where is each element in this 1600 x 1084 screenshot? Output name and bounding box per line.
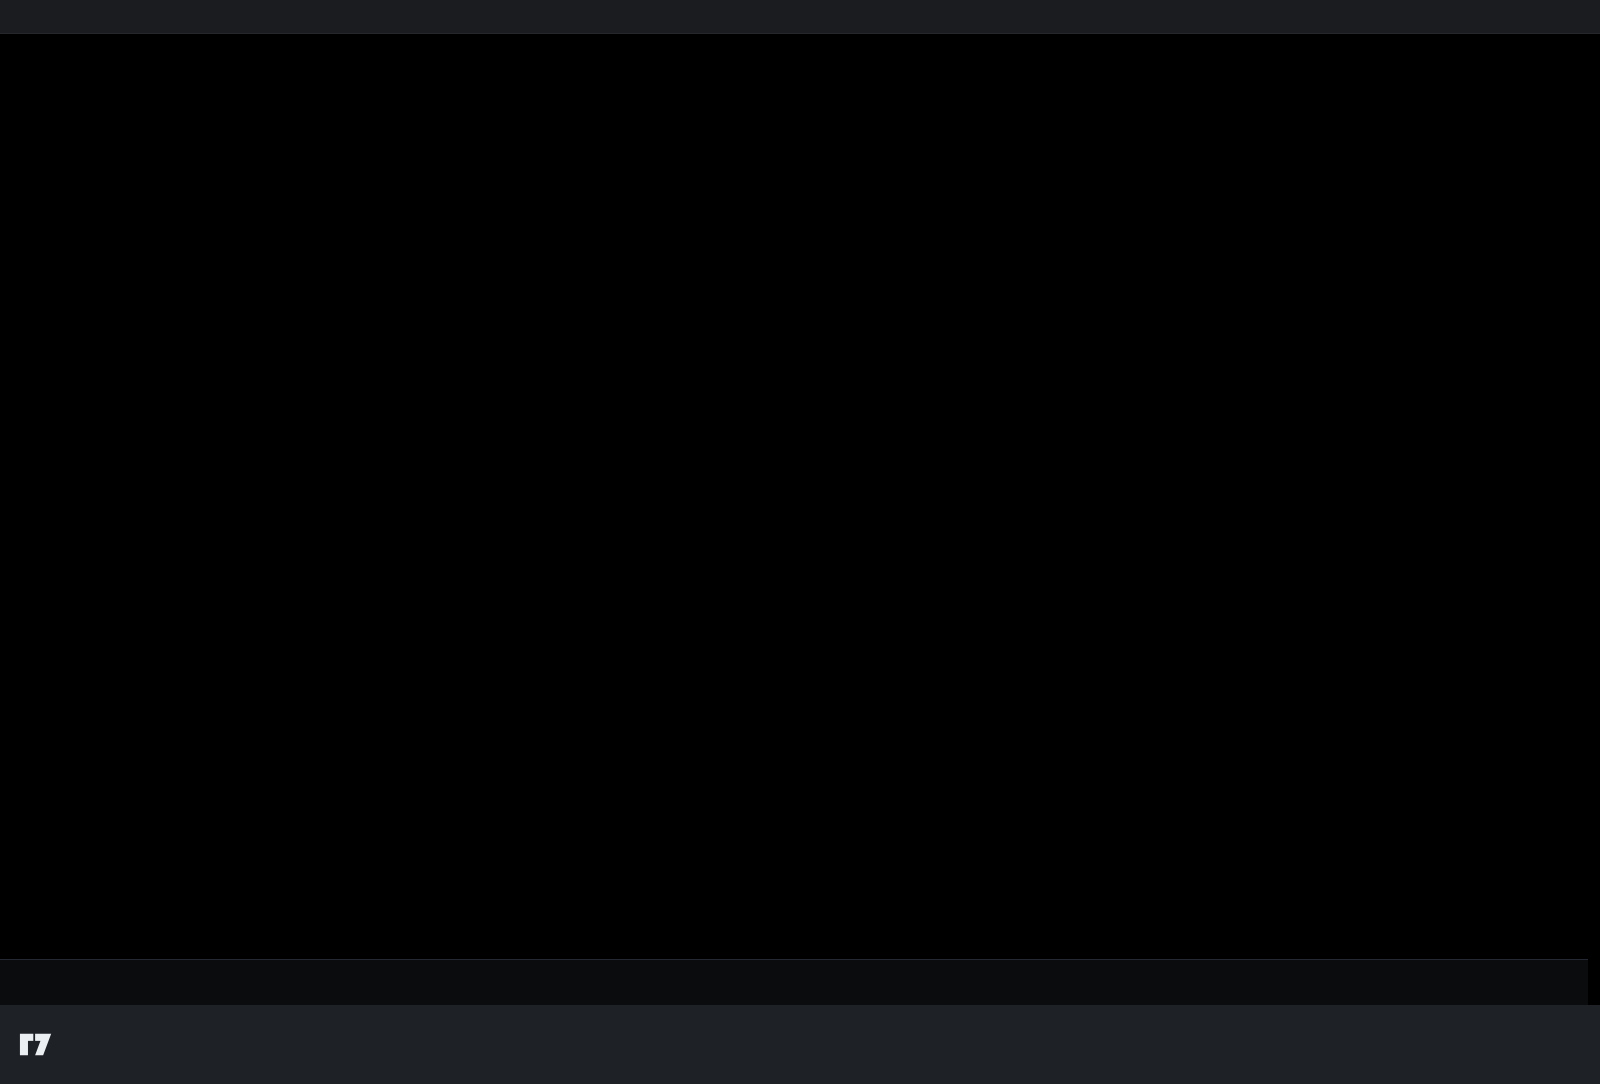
tradingview-logo[interactable] — [18, 1032, 63, 1057]
footer-bar — [0, 1005, 1600, 1084]
time-axis-strip[interactable] — [0, 959, 1588, 1006]
tradingview-logo-icon — [19, 1033, 52, 1056]
title-bar — [0, 0, 1600, 34]
